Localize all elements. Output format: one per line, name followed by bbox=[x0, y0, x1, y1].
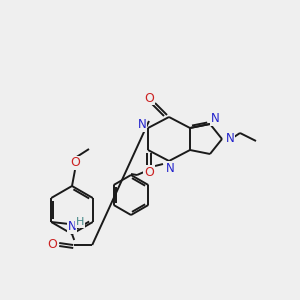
Text: N: N bbox=[211, 112, 219, 125]
Text: N: N bbox=[166, 161, 174, 175]
Text: O: O bbox=[144, 166, 154, 178]
Text: N: N bbox=[68, 220, 76, 233]
Text: O: O bbox=[70, 157, 80, 169]
Text: H: H bbox=[76, 217, 84, 227]
Text: O: O bbox=[47, 238, 57, 251]
Text: N: N bbox=[226, 133, 234, 146]
Text: O: O bbox=[144, 92, 154, 104]
Text: N: N bbox=[138, 118, 146, 131]
